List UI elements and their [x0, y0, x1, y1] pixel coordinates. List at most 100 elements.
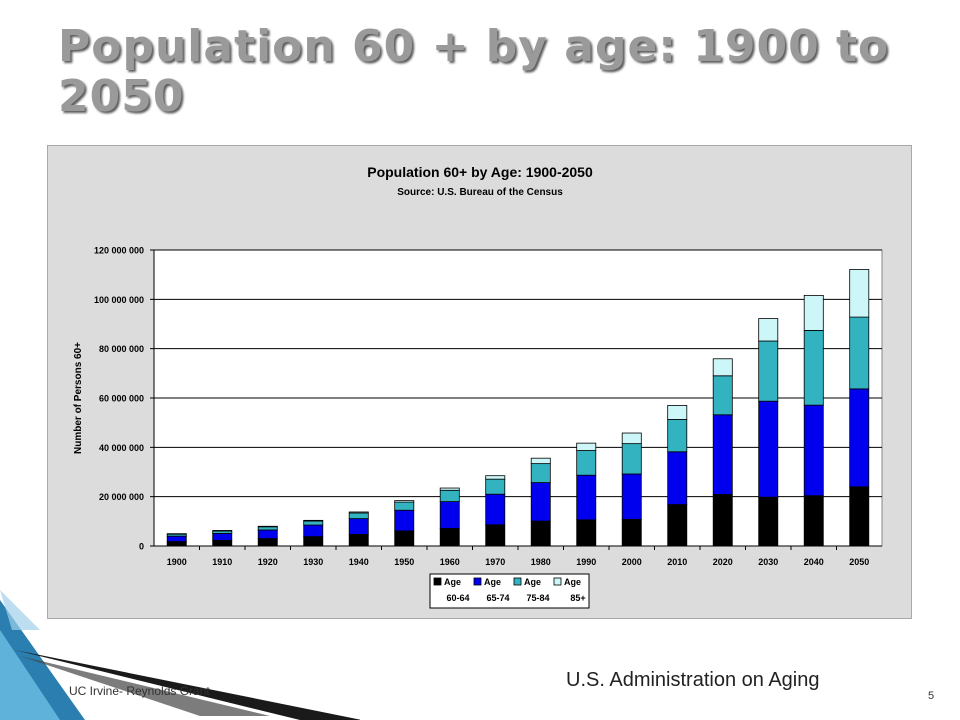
bar-segment: [849, 388, 870, 488]
x-tick-label: 2040: [804, 557, 824, 567]
bar-segment: [166, 535, 187, 542]
bar-segment: [758, 400, 779, 498]
bar-segment: [257, 526, 278, 531]
bar-segment: [849, 486, 870, 547]
corner-decoration: [0, 590, 360, 720]
bar-segment: [621, 473, 642, 520]
bar-segment: [803, 495, 824, 547]
stacked-bar-chart: Population 60+ by Age: 1900-2050 Source: …: [73, 164, 883, 609]
bar-segment: [849, 316, 870, 390]
bar-segment: [485, 478, 506, 495]
x-tick-label: 2000: [622, 557, 642, 567]
legend-swatch: [553, 577, 562, 586]
bar-segment: [348, 512, 369, 520]
y-tick-label: 60 000 000: [99, 394, 144, 404]
x-tick-label: 1910: [212, 557, 232, 567]
bar-segment: [758, 318, 779, 342]
bar-segment: [530, 463, 551, 484]
bar-segment: [394, 509, 415, 532]
bar-segment: [439, 489, 460, 502]
bar-segment: [303, 524, 324, 538]
bar-segment: [439, 487, 460, 491]
x-tick-label: 2050: [849, 557, 869, 567]
bar-segment: [485, 524, 506, 547]
x-tick-label: 2030: [758, 557, 778, 567]
chart-title: Population 60+ by Age: 1900-2050: [367, 164, 593, 180]
x-tick-label: 1980: [531, 557, 551, 567]
bar-segment: [576, 442, 597, 451]
bar-segment: [712, 375, 733, 416]
bar-segment: [803, 404, 824, 497]
bar-segment: [667, 404, 688, 420]
bar-segment: [667, 451, 688, 505]
bar-segment: [257, 529, 278, 540]
bar-segment: [667, 504, 688, 547]
bar-segment: [394, 501, 415, 511]
x-tick-label: 1930: [303, 557, 323, 567]
legend-swatch: [433, 577, 442, 586]
legend-label: 75-84: [526, 593, 549, 603]
y-tick-label: 40 000 000: [99, 443, 144, 453]
footer-left: UC Irvine- Reynolds Grant: [69, 684, 210, 698]
x-tick-label: 1990: [576, 557, 596, 567]
x-tick-label: 1970: [485, 557, 505, 567]
x-tick-label: 1940: [349, 557, 369, 567]
bar-segment: [394, 530, 415, 547]
bar-segment: [212, 539, 233, 547]
bar-segment: [621, 518, 642, 547]
legend-label: Age: [444, 577, 461, 587]
legend: [429, 573, 590, 609]
y-axis-label: Number of Persons 60+: [73, 342, 84, 454]
bar-segment: [803, 330, 824, 406]
bar-segment: [530, 520, 551, 547]
legend-label: Age: [484, 577, 501, 587]
x-tick-label: 1950: [394, 557, 414, 567]
legend-label: 60-64: [446, 593, 469, 603]
bar-segment: [530, 482, 551, 522]
bar-segment: [439, 501, 460, 529]
bar-segment: [166, 541, 187, 547]
bar-segment: [849, 269, 870, 318]
legend-swatch: [473, 577, 482, 586]
footer-right: U.S. Administration on Aging: [566, 669, 820, 691]
y-tick-label: 120 000 000: [94, 246, 144, 256]
bar-segment: [712, 414, 733, 495]
page-number: 5: [928, 690, 935, 702]
bar-segment: [485, 493, 506, 526]
bar-segment: [530, 457, 551, 465]
bar-segment: [621, 432, 642, 445]
chart-panel: Population 60+ by Age: 1900-2050 Source: …: [47, 145, 912, 619]
bar-segment: [576, 519, 597, 547]
bar-segment: [803, 294, 824, 331]
bar-segment: [303, 536, 324, 547]
bar-segment: [303, 520, 324, 526]
legend-label: Age: [524, 577, 541, 587]
legend-label: 85+: [570, 593, 585, 603]
bar-segment: [712, 494, 733, 547]
legend-swatch: [513, 577, 522, 586]
bar-segment: [303, 519, 324, 522]
bar-segment: [576, 474, 597, 521]
bar-segment: [439, 528, 460, 547]
bar-segment: [758, 496, 779, 547]
slide-title: Population 60 + by age: 1900 to 2050: [58, 21, 890, 122]
legend-label: Age: [564, 577, 581, 587]
bar-segment: [485, 475, 506, 480]
chart-subtitle: Source: U.S. Bureau of the Census: [397, 187, 563, 198]
y-tick-label: 100 000 000: [94, 295, 144, 305]
bar-segment: [758, 340, 779, 402]
bar-segment: [348, 511, 369, 514]
bar-segment: [712, 358, 733, 377]
bar-segment: [667, 419, 688, 453]
bar-segment: [394, 500, 415, 503]
bar-segment: [348, 518, 369, 535]
bar-segment: [621, 443, 642, 475]
legend-label: 65-74: [486, 593, 509, 603]
x-tick-label: 2020: [713, 557, 733, 567]
x-tick-label: 2010: [667, 557, 687, 567]
x-tick-label: 1900: [167, 557, 187, 567]
x-tick-label: 1920: [258, 557, 278, 567]
y-tick-label: 0: [139, 542, 144, 552]
y-tick-label: 80 000 000: [99, 344, 144, 354]
bar-segment: [257, 538, 278, 547]
